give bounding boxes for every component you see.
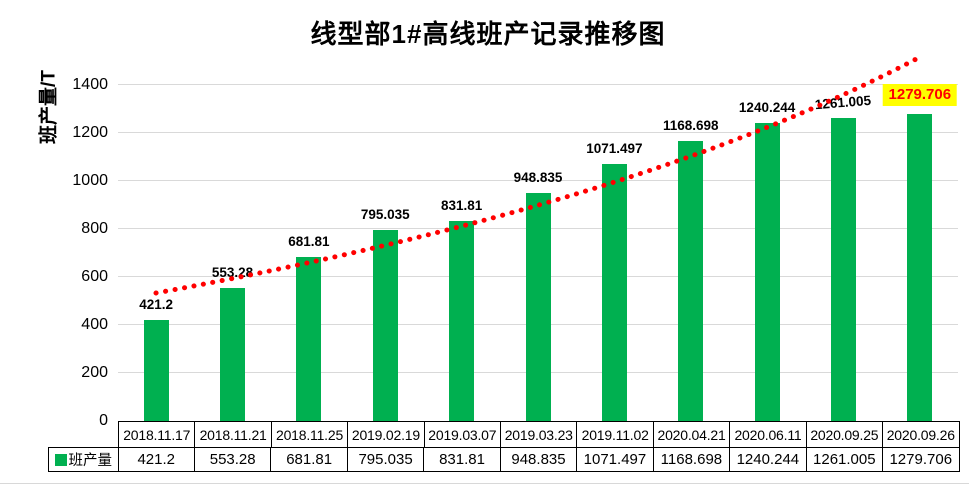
y-tick-label: 1000 bbox=[72, 172, 108, 189]
bar bbox=[830, 118, 856, 421]
date-cell: 2019.03.07 bbox=[423, 422, 500, 447]
value-cell: 831.81 bbox=[423, 448, 499, 471]
chart-title: 线型部1#高线班产记录推移图 bbox=[310, 19, 666, 49]
bar bbox=[601, 163, 627, 421]
bar bbox=[220, 288, 246, 421]
date-cell: 2019.11.02 bbox=[576, 422, 652, 447]
bar-value-label: 1168.698 bbox=[662, 117, 719, 133]
value-cell: 1071.497 bbox=[576, 448, 652, 471]
gridline bbox=[118, 84, 958, 85]
value-cell: 1261.005 bbox=[805, 448, 882, 471]
bar-value-label: 948.835 bbox=[513, 170, 563, 186]
value-cell: 1279.706 bbox=[882, 448, 958, 471]
value-cell: 553.28 bbox=[193, 448, 270, 471]
legend-cell: 班产量 bbox=[49, 448, 118, 471]
date-cell: 2020.09.26 bbox=[882, 422, 958, 447]
y-tick-label: 400 bbox=[81, 316, 108, 333]
value-cell: 681.81 bbox=[270, 448, 346, 471]
data-table-value-row: 班产量 421.2 553.28 681.81 795.035 831.81 948.835… bbox=[48, 447, 960, 472]
y-tick-label: 1200 bbox=[72, 124, 108, 141]
bar bbox=[449, 221, 475, 421]
bar bbox=[907, 113, 933, 421]
bar-value-label: 1240.244 bbox=[738, 100, 796, 116]
bar bbox=[754, 123, 780, 421]
bar-value-label: 681.81 bbox=[288, 234, 330, 250]
legend-marker-icon bbox=[54, 453, 67, 466]
bottom-divider bbox=[0, 483, 969, 484]
y-tick-label: 800 bbox=[81, 220, 108, 237]
bar bbox=[296, 257, 322, 421]
date-cell: 2020.06.11 bbox=[729, 422, 805, 447]
bar bbox=[372, 230, 398, 421]
legend-label: 班产量 bbox=[68, 453, 113, 469]
value-cell: 1168.698 bbox=[652, 448, 729, 471]
value-cell: 948.835 bbox=[499, 448, 576, 471]
y-tick-label: 0 bbox=[99, 412, 108, 429]
date-cell: 2018.11.17 bbox=[123, 426, 191, 443]
y-tick-label: 600 bbox=[81, 268, 108, 285]
date-cell: 2018.11.25 bbox=[270, 422, 347, 447]
date-cell: 2018.11.21 bbox=[194, 422, 270, 447]
date-cell: 2019.02.19 bbox=[347, 422, 423, 447]
bar-value-label-highlighted: 1279.706 bbox=[882, 83, 958, 106]
date-cell: 2019.03.23 bbox=[500, 422, 576, 447]
bar-value-label: 553.28 bbox=[211, 265, 254, 281]
bar-value-label: 1261.005 bbox=[814, 93, 873, 113]
y-tick-label: 1400 bbox=[72, 76, 108, 93]
bar bbox=[525, 193, 551, 421]
bar-value-label: 795.035 bbox=[360, 207, 410, 223]
y-tick-label: 200 bbox=[81, 364, 108, 381]
bar-value-label: 1071.497 bbox=[586, 140, 643, 156]
x-axis-date-row: 2018.11.17 2018.11.21 2018.11.25 2019.02.19… bbox=[118, 421, 960, 447]
date-cell: 2020.04.21 bbox=[652, 422, 729, 447]
value-cell: 421.2 bbox=[117, 448, 194, 471]
value-cell: 795.035 bbox=[346, 448, 423, 471]
bar-value-label: 421.2 bbox=[139, 296, 174, 312]
date-cell: 2020.09.25 bbox=[805, 422, 882, 447]
value-cell: 1240.244 bbox=[729, 448, 805, 471]
bar bbox=[678, 140, 704, 421]
bar-value-label: 831.81 bbox=[440, 198, 483, 214]
bar bbox=[143, 319, 169, 421]
